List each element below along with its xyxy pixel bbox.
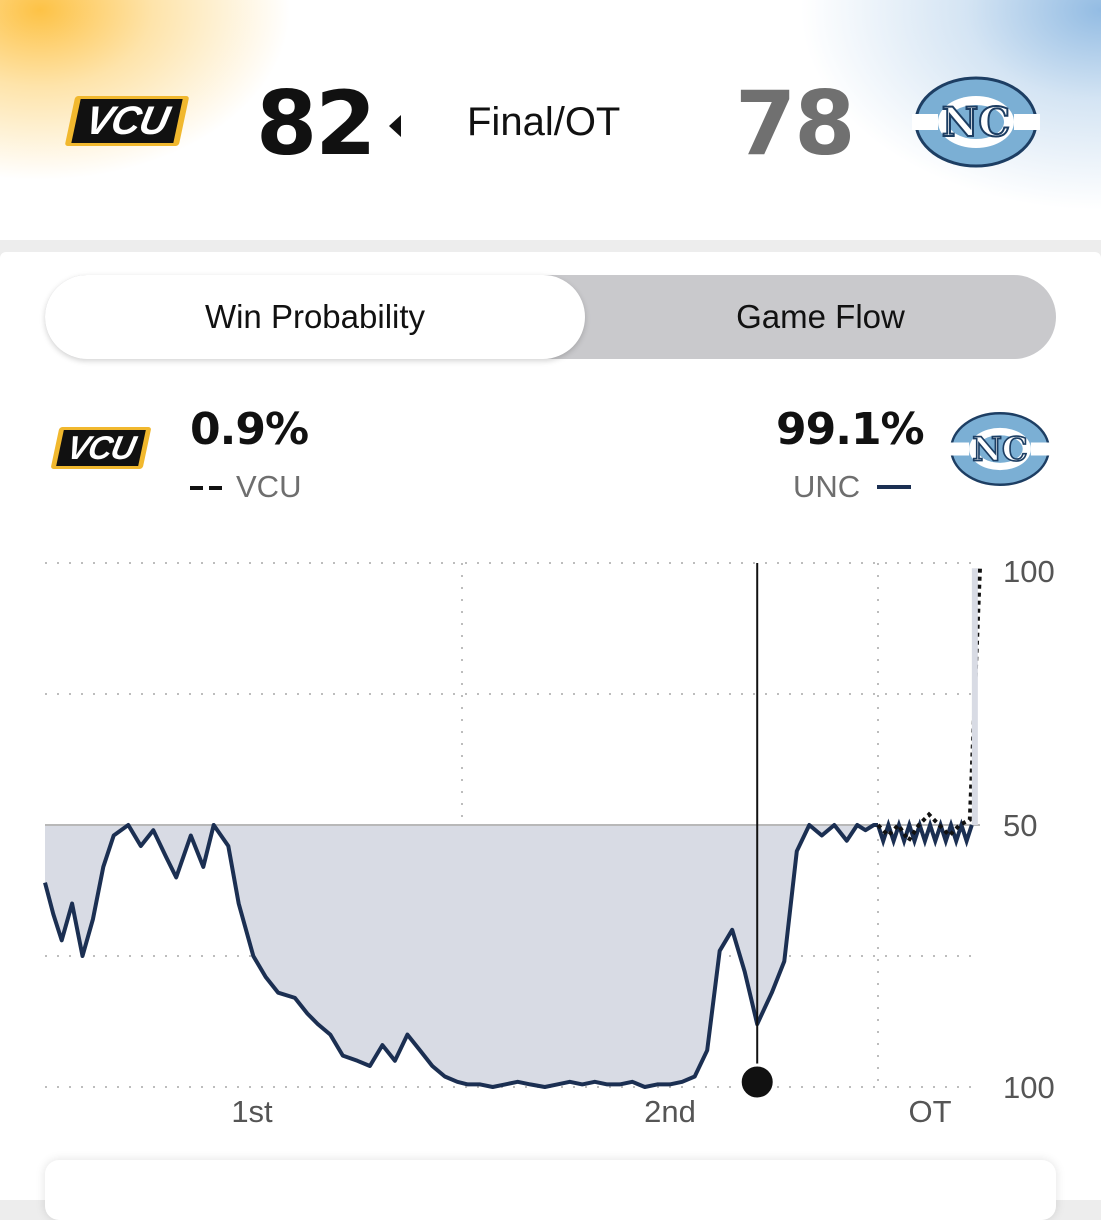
unc-small-logo: NC <box>948 412 1052 486</box>
vcu-win-pct: 0.9% <box>190 404 309 455</box>
tab-win-probability[interactable]: Win Probability <box>45 275 585 359</box>
y-tick-label: 50 <box>1003 808 1037 843</box>
game-status: Final/OT <box>467 100 621 144</box>
unc-legend-solid-line <box>877 485 911 489</box>
vcu-logo[interactable]: VCU <box>64 96 190 146</box>
chart-tabs: Win Probability Game Flow <box>45 275 1056 359</box>
series-line-unc <box>43 823 878 1089</box>
away-score: 82 <box>256 72 376 175</box>
x-tick-label: 1st <box>231 1094 273 1129</box>
unc-win-pct: 99.1% <box>776 404 925 455</box>
vcu-legend-label: VCU <box>236 469 302 504</box>
unc-logo-text: NC <box>942 99 1010 146</box>
unc-legend-label: UNC <box>793 469 861 504</box>
vcu-logo-text: VCU <box>71 99 183 143</box>
x-tick-label: OT <box>908 1094 951 1129</box>
winner-indicator-icon <box>389 115 401 137</box>
series-line-unc-ot <box>876 818 974 848</box>
y-tick-label: 100 <box>1003 554 1055 589</box>
x-tick-label: 2nd <box>644 1094 696 1129</box>
vcu-small-logo-text: VCU <box>55 429 147 466</box>
y-tick-label: 100 <box>1003 1070 1055 1105</box>
win-probability-chart[interactable]: 100 50 100 1st 2nd OT <box>0 540 1101 1140</box>
unc-logo[interactable]: NC <box>912 74 1040 170</box>
tab-game-flow[interactable]: Game Flow <box>736 298 905 335</box>
vcu-final-fill <box>971 568 978 825</box>
unc-small-logo-text: NC <box>972 429 1028 468</box>
series-line-vcu <box>876 567 982 845</box>
next-card <box>45 1160 1056 1220</box>
unc-lead-area <box>45 825 878 1087</box>
vcu-legend-dashed-line <box>190 486 224 490</box>
scrubber-handle[interactable] <box>738 1063 776 1101</box>
home-score: 78 <box>735 72 855 175</box>
vcu-small-logo: VCU <box>50 427 152 469</box>
